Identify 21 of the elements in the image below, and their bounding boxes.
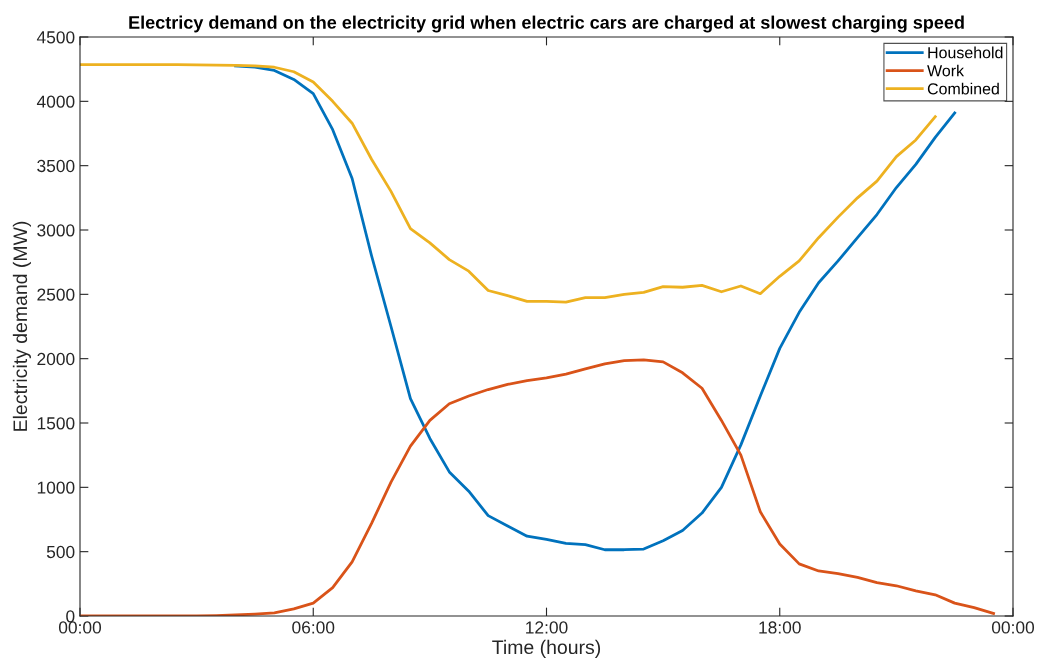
x-tick-label: 12:00 xyxy=(526,621,568,634)
legend-label: Combined xyxy=(927,82,999,95)
y-tick-label: 3500 xyxy=(37,159,75,173)
x-tick-label: 00:00 xyxy=(991,621,1035,634)
y-tick-label: 500 xyxy=(46,545,75,559)
x-tick-label: 18:00 xyxy=(759,621,801,634)
y-tick-label: 2000 xyxy=(37,352,75,366)
y-tick-label: 4000 xyxy=(36,95,75,108)
x-axis-title: Time (hours) xyxy=(492,639,601,658)
x-tick-label: 06:00 xyxy=(292,621,335,634)
y-axis-title: Electricity demand (MW) xyxy=(12,221,31,431)
x-tick-label: 00:00 xyxy=(58,621,102,634)
y-tick-label: 1500 xyxy=(37,417,75,430)
chart-title: Electricy demand on the electricity grid when electric cars are charged at slowest charging speed xyxy=(129,15,964,33)
y-tick-label: 0 xyxy=(66,610,75,623)
y-tick-label: 4500 xyxy=(36,31,75,44)
legend-label: Household xyxy=(928,46,1003,59)
y-tick-label: 2500 xyxy=(37,288,75,301)
legend-label: Work xyxy=(927,64,965,77)
y-tick-label: 3000 xyxy=(37,224,75,237)
y-tick-label: 1000 xyxy=(37,481,75,494)
